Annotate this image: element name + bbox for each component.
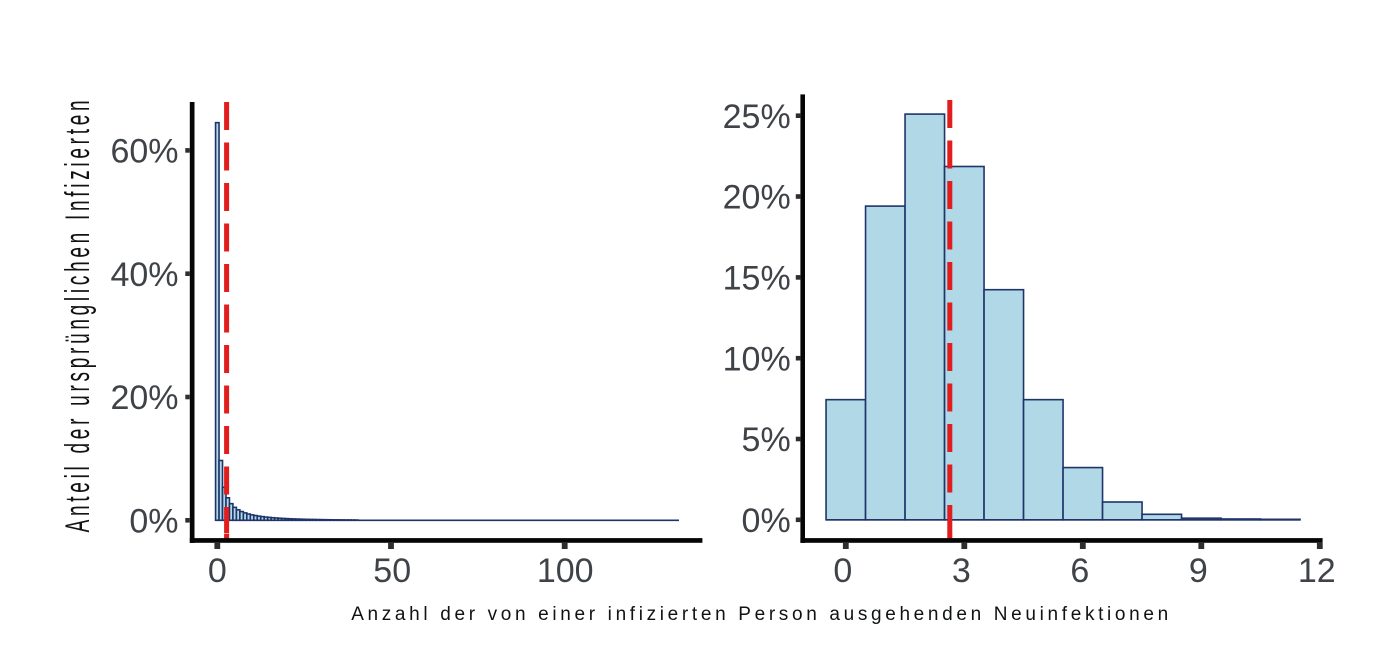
- svg-text:0: 0: [208, 552, 227, 590]
- svg-text:100: 100: [537, 552, 594, 590]
- svg-text:0: 0: [833, 552, 852, 590]
- svg-text:9: 9: [1189, 552, 1208, 590]
- svg-text:0%: 0%: [742, 502, 791, 540]
- svg-text:15%: 15%: [723, 260, 791, 298]
- svg-text:0%: 0%: [129, 503, 178, 541]
- svg-text:20%: 20%: [723, 179, 791, 217]
- svg-text:20%: 20%: [110, 379, 178, 417]
- svg-text:25%: 25%: [723, 98, 791, 136]
- svg-text:6: 6: [1070, 552, 1089, 590]
- svg-text:5%: 5%: [742, 421, 791, 459]
- svg-text:60%: 60%: [110, 133, 178, 171]
- svg-text:3: 3: [952, 552, 971, 590]
- svg-text:12: 12: [1298, 552, 1336, 590]
- svg-text:10%: 10%: [723, 340, 791, 378]
- svg-text:40%: 40%: [110, 256, 178, 294]
- svg-text:50: 50: [373, 552, 411, 590]
